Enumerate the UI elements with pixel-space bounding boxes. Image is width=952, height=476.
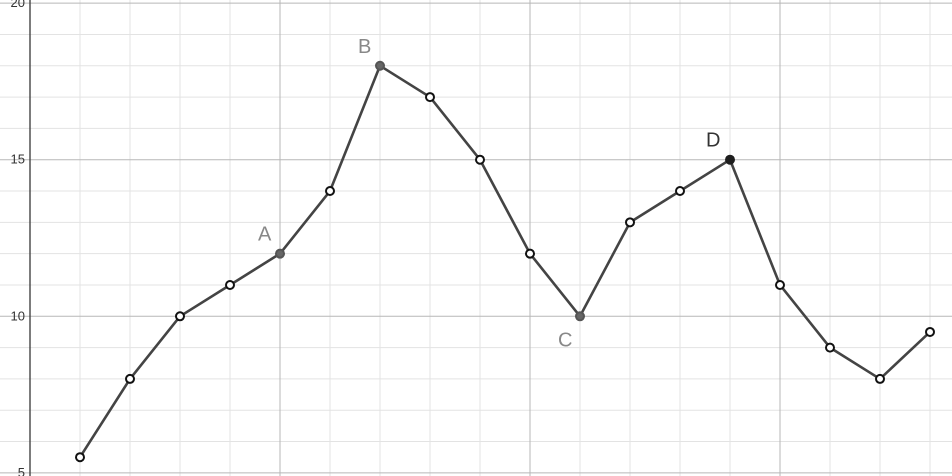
point-label: D: [706, 130, 720, 152]
point-label: C: [558, 329, 572, 351]
data-point: [75, 452, 85, 463]
labeled-point: [725, 154, 735, 165]
y-tick-label: 15: [11, 152, 25, 167]
data-point: [425, 92, 435, 103]
y-tick-label: 10: [11, 308, 25, 323]
labeled-point: [275, 248, 285, 259]
data-point: [475, 154, 485, 165]
data-point: [775, 279, 785, 290]
data-point: [525, 248, 535, 259]
data-point: [825, 342, 835, 353]
y-tick-labels: 5 10 15 20: [11, 0, 25, 476]
point-labels: A B C D: [258, 36, 720, 352]
data-point: [325, 186, 335, 197]
series-line: [78, 64, 931, 458]
labeled-point: [575, 311, 585, 322]
data-point: [225, 279, 235, 290]
data-points: [75, 60, 935, 463]
data-point: [175, 311, 185, 322]
labeled-point: [375, 60, 385, 71]
data-point: [625, 217, 635, 228]
point-label: B: [358, 36, 371, 58]
data-point: [925, 326, 935, 337]
point-label: A: [258, 224, 272, 246]
data-point: [675, 186, 685, 197]
data-point: [875, 373, 885, 384]
data-point: [125, 373, 135, 384]
y-tick-label: 20: [11, 0, 25, 10]
series-polyline: [78, 64, 931, 458]
y-tick-label: 5: [18, 465, 25, 476]
